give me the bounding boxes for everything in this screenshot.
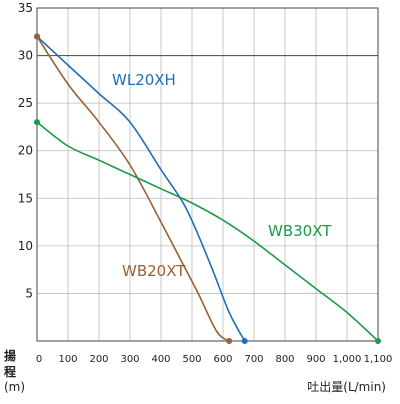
series-line-wb20xt bbox=[36, 36, 230, 342]
series-end-point-wb20xt bbox=[226, 338, 233, 344]
series-end-point-wb30xt bbox=[375, 338, 381, 344]
x-tick-label-900: 900 bbox=[306, 354, 325, 365]
y-tick-label-10: 10 bbox=[18, 239, 33, 253]
series-start-point-wb20xt bbox=[34, 33, 40, 40]
y-tick-label-30: 30 bbox=[18, 49, 33, 63]
tick-labels: 5 10 15 20 25 30 35 0 100 200 300 400 500 600 700 800 90… bbox=[18, 1, 393, 365]
x-tick-label-300: 300 bbox=[120, 354, 139, 365]
x-tick-label-0: 0 bbox=[36, 354, 42, 365]
series-line-wl20xh bbox=[36, 35, 246, 342]
x-axis-title: 吐出量(L/min) bbox=[307, 380, 386, 394]
y-tick-label-5: 5 bbox=[25, 286, 33, 300]
y-tick-label-25: 25 bbox=[18, 96, 33, 110]
x-tick-label-400: 400 bbox=[151, 354, 170, 365]
series-label-wb30xt: WB30XT bbox=[268, 222, 332, 240]
y-tick-label-35: 35 bbox=[18, 1, 33, 15]
series-start-point-wb30xt bbox=[34, 119, 40, 126]
x-tick-label-700: 700 bbox=[244, 354, 263, 365]
series-label-wl20xh: WL20XH bbox=[112, 71, 176, 89]
axes bbox=[36, 7, 379, 342]
x-tick-label-200: 200 bbox=[89, 354, 108, 365]
x-tick-label-600: 600 bbox=[213, 354, 232, 365]
y-axis-unit: (m) bbox=[4, 380, 25, 394]
plot-frame bbox=[36, 7, 379, 342]
grid bbox=[37, 8, 378, 341]
y-axis-title-char-2: 程 bbox=[4, 364, 16, 379]
x-tick-label-1100: 1,100 bbox=[364, 354, 393, 365]
y-axis-title-char-1: 揚 bbox=[4, 348, 16, 363]
x-tick-label-1000: 1,000 bbox=[333, 354, 362, 365]
series-lines bbox=[34, 33, 381, 344]
series-label-wb20xt: WB20XT bbox=[122, 262, 186, 280]
axis-titles: 揚 程 (m) 吐出量(L/min) bbox=[4, 348, 386, 394]
series-labels: WL20XH WB20XT WB30XT bbox=[112, 71, 332, 280]
y-tick-label-15: 15 bbox=[18, 191, 33, 205]
x-tick-label-500: 500 bbox=[182, 354, 201, 365]
y-tick-label-20: 20 bbox=[18, 144, 33, 158]
x-tick-label-800: 800 bbox=[275, 354, 294, 365]
x-tick-label-100: 100 bbox=[58, 354, 77, 365]
series-line-wb30xt bbox=[36, 121, 379, 342]
series-end-point-wl20xh bbox=[241, 338, 248, 344]
